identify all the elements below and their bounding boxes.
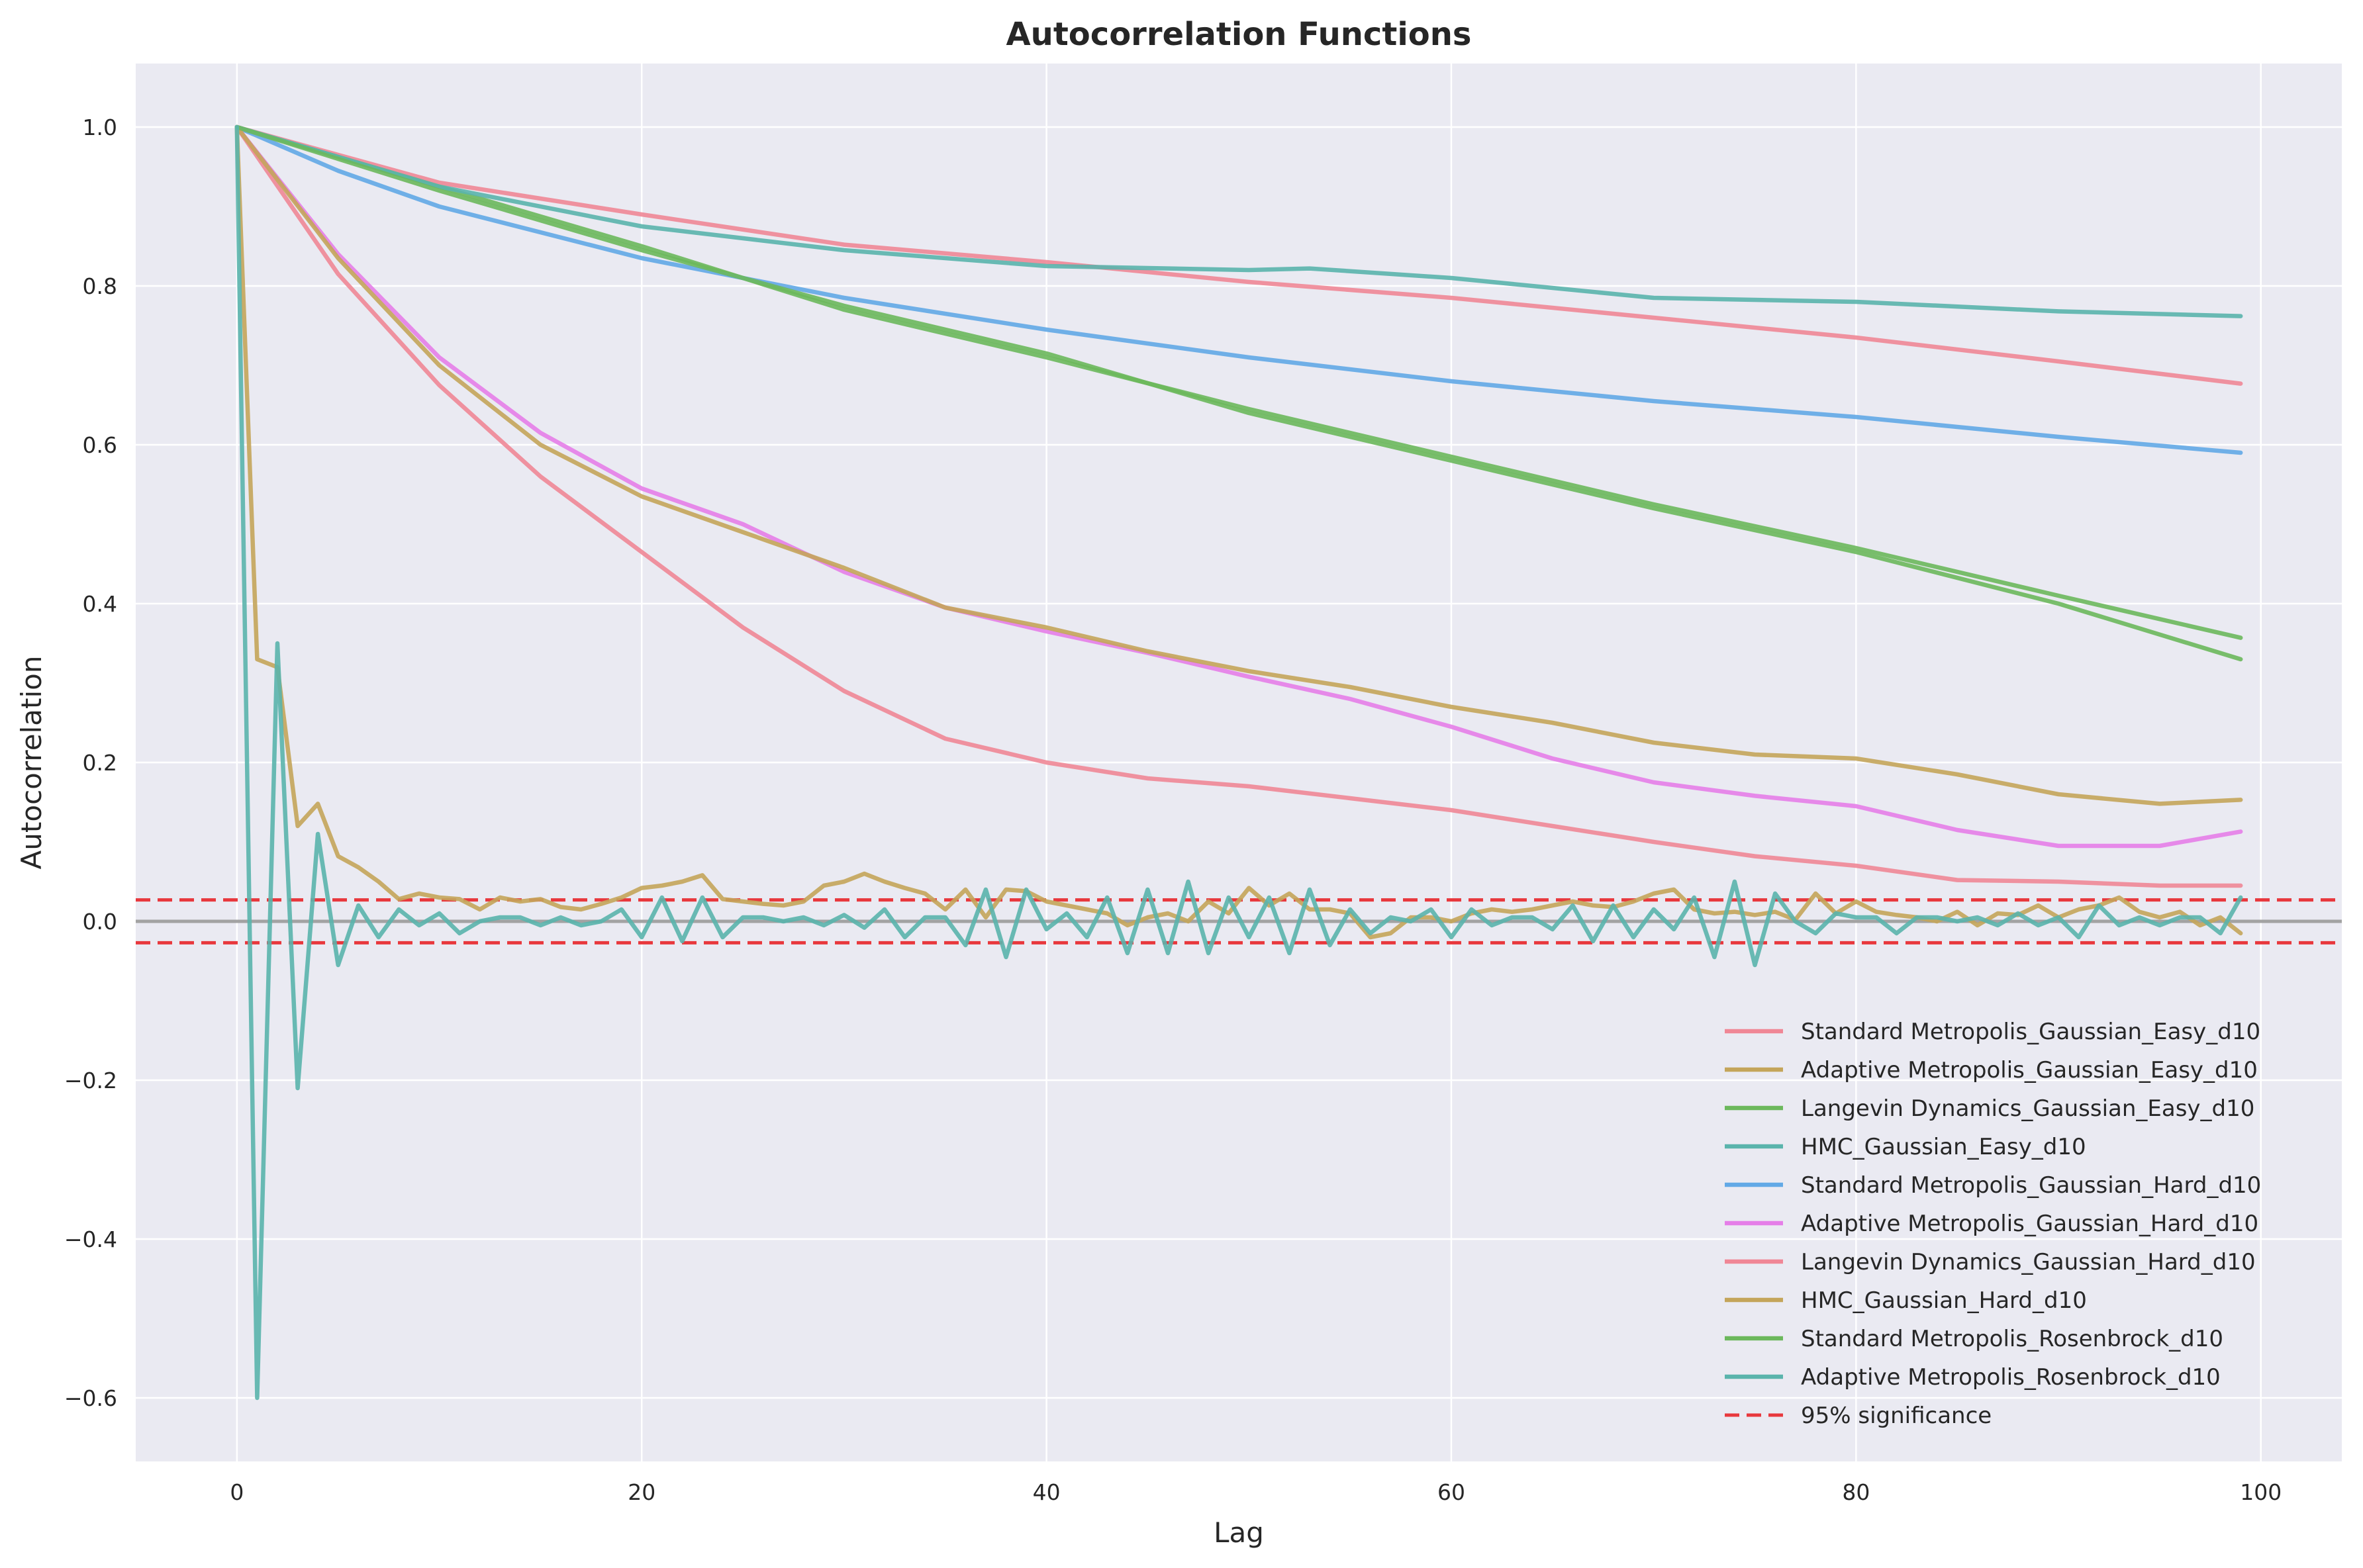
legend-label: Standard Metropolis_Rosenbrock_d10 [1801, 1326, 2223, 1352]
series-line [234, 124, 2243, 640]
series-line [234, 124, 2243, 662]
y-tick-label: −0.2 [64, 1068, 117, 1093]
series-lines [234, 124, 2243, 1401]
legend-label: Adaptive Metropolis_Rosenbrock_d10 [1801, 1364, 2221, 1391]
legend-label: 95% significance [1801, 1403, 1992, 1429]
series-line [234, 124, 2243, 940]
y-tick-label: 0.0 [83, 909, 117, 935]
legend-label: Langevin Dynamics_Gaussian_Hard_d10 [1801, 1249, 2256, 1275]
x-tick-label: 60 [1437, 1479, 1465, 1505]
y-tick-labels: −0.6 −0.4 −0.2 0.0 0.2 0.4 0.6 0.8 1.0 [64, 115, 117, 1411]
legend-label: HMC_Gaussian_Hard_d10 [1801, 1287, 2087, 1314]
legend-label: Adaptive Metropolis_Gaussian_Easy_d10 [1801, 1057, 2258, 1084]
legend-label: Langevin Dynamics_Gaussian_Easy_d10 [1801, 1095, 2254, 1122]
chart-title: Autocorrelation Functions [1006, 16, 1472, 53]
y-tick-label: 1.0 [83, 115, 117, 140]
y-tick-label: −0.6 [64, 1385, 117, 1411]
x-tick-label: 20 [628, 1479, 655, 1505]
series-line [234, 124, 2243, 888]
legend-label: HMC_Gaussian_Easy_d10 [1801, 1134, 2086, 1160]
series-line [234, 124, 2243, 1401]
y-tick-label: 0.6 [83, 432, 117, 458]
y-axis-label: Autocorrelation [15, 656, 48, 870]
legend-label: Adaptive Metropolis_Gaussian_Hard_d10 [1801, 1211, 2258, 1237]
x-tick-labels: 0 20 40 60 80 100 [230, 1479, 2282, 1505]
x-tick-label: 100 [2240, 1479, 2282, 1505]
series-line [234, 124, 2243, 386]
x-tick-label: 40 [1033, 1479, 1061, 1505]
series-line [234, 124, 2243, 849]
legend: Standard Metropolis_Gaussian_Easy_d10 Ada… [1725, 1019, 2261, 1429]
legend-label: Standard Metropolis_Gaussian_Hard_d10 [1801, 1172, 2261, 1199]
y-tick-label: −0.4 [64, 1226, 117, 1252]
x-tick-label: 80 [1842, 1479, 1870, 1505]
series-line [234, 124, 2243, 806]
series-line [234, 124, 2243, 455]
legend-label: Standard Metropolis_Gaussian_Easy_d10 [1801, 1019, 2260, 1045]
y-tick-label: 0.4 [83, 591, 117, 617]
y-tick-label: 0.2 [83, 750, 117, 776]
series-line [234, 124, 2243, 318]
y-tick-label: 0.8 [83, 273, 117, 299]
x-tick-label: 0 [230, 1479, 244, 1505]
x-axis-label: Lag [1214, 1516, 1264, 1549]
